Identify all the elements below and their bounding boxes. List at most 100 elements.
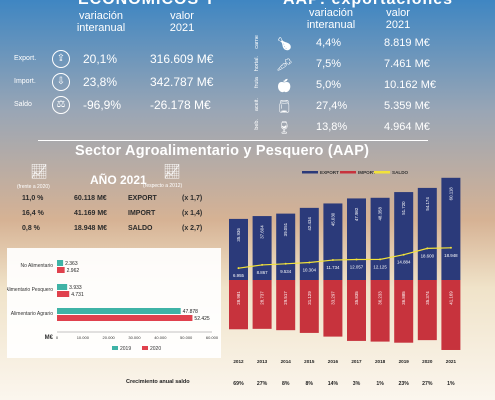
top-left-row-valor: -26.178 M€ <box>150 98 211 112</box>
top-right-row-side: beb. <box>254 119 260 130</box>
v-export-value: 35.936 <box>236 228 241 242</box>
h-bar <box>57 284 68 290</box>
h-xtick: 50.000 <box>180 335 193 340</box>
v-saldo-point <box>426 247 429 250</box>
aap-row-val: 60.118 M€ <box>74 195 107 202</box>
v-bar-import <box>370 280 390 342</box>
v-bar-import <box>323 280 343 337</box>
aap-row-pct: 0,8 % <box>22 225 40 232</box>
h-bar <box>57 315 193 321</box>
v-bar-export <box>441 177 461 280</box>
h-bar-value: 2.962 <box>67 268 80 274</box>
v-export-value: 48.358 <box>378 207 383 221</box>
aap-row-val: 41.169 M€ <box>74 210 108 217</box>
top-left-col-valor: valor 2021 <box>169 10 195 34</box>
aap-row-val: 18.948 M€ <box>74 225 108 232</box>
v-bar-export <box>229 218 248 280</box>
v-import-value: 35.374 <box>425 291 430 305</box>
fruit-icon: 🍎︎ <box>276 78 293 93</box>
v-saldo-point <box>308 261 311 264</box>
h-legend-swatch <box>142 346 148 350</box>
top-right-row-valor: 10.162 M€ <box>384 79 436 91</box>
trend-up-icon-left: 📈︎ <box>30 163 48 179</box>
v-growth-value: 27% <box>422 381 433 387</box>
aap-title: Sector Agroalimentario y Pesquero (AAP) <box>75 143 370 159</box>
h-xtick: 0 <box>56 335 59 340</box>
top-left-col-variacion: variación interanual <box>76 10 126 34</box>
h-legend-label: 2020 <box>150 346 161 352</box>
v-saldo-value: 6.955 <box>233 273 245 278</box>
top-left-row-var: -96,9% <box>83 98 122 112</box>
v-year-label: 2018 <box>375 359 386 364</box>
v-year-label: 2014 <box>281 359 292 364</box>
v-import-value: 31.129 <box>307 291 312 305</box>
v-export-value: 60.118 <box>448 187 453 201</box>
v-year-label: 2016 <box>328 359 339 364</box>
h-xtick: 10.000 <box>77 335 90 340</box>
top-right-row-side: aceit. <box>254 98 260 112</box>
note-left: (frente a 2020) <box>17 184 50 190</box>
top-left-row-var: 23,8% <box>83 75 118 89</box>
v-saldo-point <box>355 258 358 261</box>
v-import-value: 33.297 <box>330 291 335 305</box>
section-divider <box>38 140 428 141</box>
aap-row-name: IMPORT <box>128 210 156 217</box>
top-right-row-side: carne <box>254 35 260 49</box>
v-bar-import <box>347 280 366 341</box>
v-saldo-value: 14.884 <box>397 260 411 265</box>
v-legend-swatch <box>340 171 356 174</box>
top-right-row-side: hortal. <box>254 56 260 72</box>
aap-row-mult: (x 1,4) <box>182 210 203 217</box>
v-growth-value: 27% <box>257 381 268 387</box>
v-bar-import <box>441 280 461 350</box>
v-growth-value: 1% <box>376 381 384 387</box>
v-saldo-value: 18.948 <box>444 253 458 258</box>
top-right-row-valor: 7.461 M€ <box>384 58 430 70</box>
h-category-label: Alimentario Pesquero <box>7 287 53 293</box>
v-bar-import <box>252 280 272 329</box>
v-export-value: 54.174 <box>425 197 430 211</box>
export-icon: ⇪ <box>52 50 70 68</box>
v-export-value: 42.434 <box>307 217 312 231</box>
h-category-label: Alimentario Agrario <box>11 311 53 317</box>
h-bar-value: 2.363 <box>65 261 78 267</box>
top-right-row-valor: 8.819 M€ <box>384 37 430 49</box>
top-right-row-var: 7,5% <box>316 58 342 70</box>
v-legend-swatch <box>302 171 318 174</box>
top-left-row-valor: 316.609 M€ <box>150 52 214 66</box>
v-bar-import <box>394 280 414 343</box>
import-icon: ⇩ <box>52 73 70 91</box>
v-growth-value: 14% <box>328 381 339 387</box>
h-xtick: 30.000 <box>128 335 141 340</box>
growth-label: Crecimiento anual saldo <box>126 379 190 385</box>
v-bar-export <box>417 187 437 280</box>
h-bar <box>57 260 64 266</box>
v-growth-value: 23% <box>399 381 410 387</box>
top-right-col-valor: valor 2021 <box>385 7 411 31</box>
top-left-row-var: 20,1% <box>83 52 118 66</box>
v-bar-export <box>252 216 272 280</box>
v-growth-value: 8% <box>306 381 314 387</box>
v-export-value: 47.982 <box>354 207 359 221</box>
v-year-label: 2019 <box>399 359 410 364</box>
v-saldo-value: 18.600 <box>421 253 435 258</box>
v-import-value: 36.885 <box>401 291 406 305</box>
v-saldo-value: 10.304 <box>303 267 317 272</box>
v-import-value: 29.517 <box>283 291 288 305</box>
v-export-value: 37.604 <box>260 225 265 239</box>
v-saldo-point <box>261 263 264 266</box>
top-right-row-var: 27,4% <box>316 100 348 112</box>
aap-row-pct: 16,4 % <box>22 210 44 217</box>
v-growth-value: 69% <box>233 381 244 387</box>
aap-row-mult: (x 2,7) <box>182 225 203 232</box>
h-bar <box>57 291 70 297</box>
horizontal-chart-panel <box>7 248 221 358</box>
wine-icon: 🍷︎ <box>276 120 293 135</box>
vegetable-icon: 🥕︎ <box>276 57 293 72</box>
note-right: (respecto a 2012) <box>143 183 183 189</box>
h-legend-label: 2019 <box>120 346 131 352</box>
v-saldo-value: 9.534 <box>280 269 292 274</box>
aap-row-pct: 11,0 % <box>22 195 44 202</box>
v-year-label: 2020 <box>422 359 433 364</box>
v-saldo-point <box>379 258 382 261</box>
